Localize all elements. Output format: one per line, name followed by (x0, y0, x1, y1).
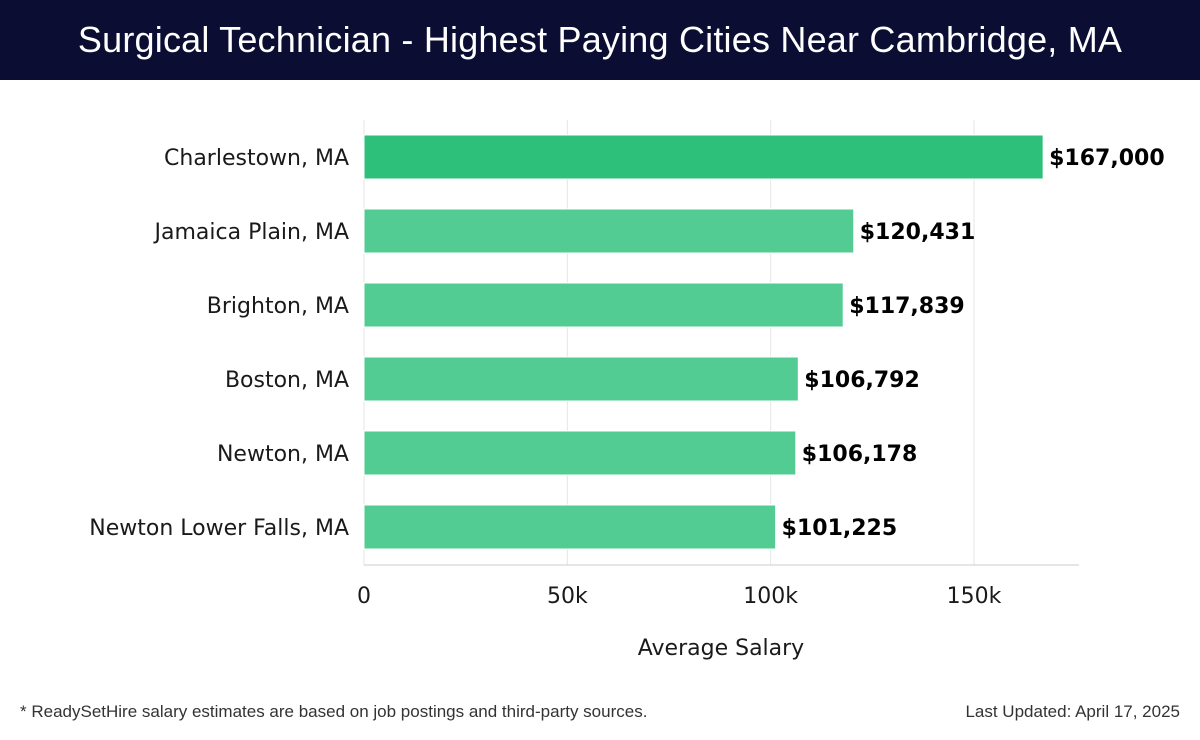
value-label: $101,225 (782, 516, 898, 541)
x-tick-label: 0 (357, 584, 371, 609)
chart-header: Surgical Technician - Highest Paying Cit… (0, 0, 1200, 80)
x-tick-label: 50k (547, 584, 588, 609)
value-label: $106,178 (802, 442, 918, 467)
value-label: $106,792 (804, 368, 920, 393)
value-label: $120,431 (860, 220, 976, 245)
bar (363, 430, 797, 476)
category-label: Jamaica Plain, MA (153, 220, 350, 245)
category-label: Newton, MA (217, 442, 349, 467)
category-label: Charlestown, MA (164, 146, 349, 171)
value-label: $117,839 (849, 294, 965, 319)
bar-chart: Charlestown, MA $167,000 Jamaica Plain, MA… (89, 120, 1165, 661)
category-label: Boston, MA (225, 368, 349, 393)
category-label: Newton Lower Falls, MA (89, 516, 349, 541)
chart-title: Surgical Technician - Highest Paying Cit… (77, 19, 1123, 60)
bar (363, 208, 855, 254)
bar (363, 134, 1044, 180)
bar (363, 504, 777, 550)
footer-note: * ReadySetHire salary estimates are base… (20, 702, 648, 721)
bar (363, 356, 799, 402)
value-label: $167,000 (1049, 146, 1165, 171)
bar (363, 282, 844, 328)
x-tick-label: 100k (743, 584, 798, 609)
last-updated: Last Updated: April 17, 2025 (965, 702, 1180, 721)
x-axis-title: Average Salary (638, 636, 804, 661)
x-tick-label: 150k (947, 584, 1002, 609)
category-label: Brighton, MA (207, 294, 349, 319)
